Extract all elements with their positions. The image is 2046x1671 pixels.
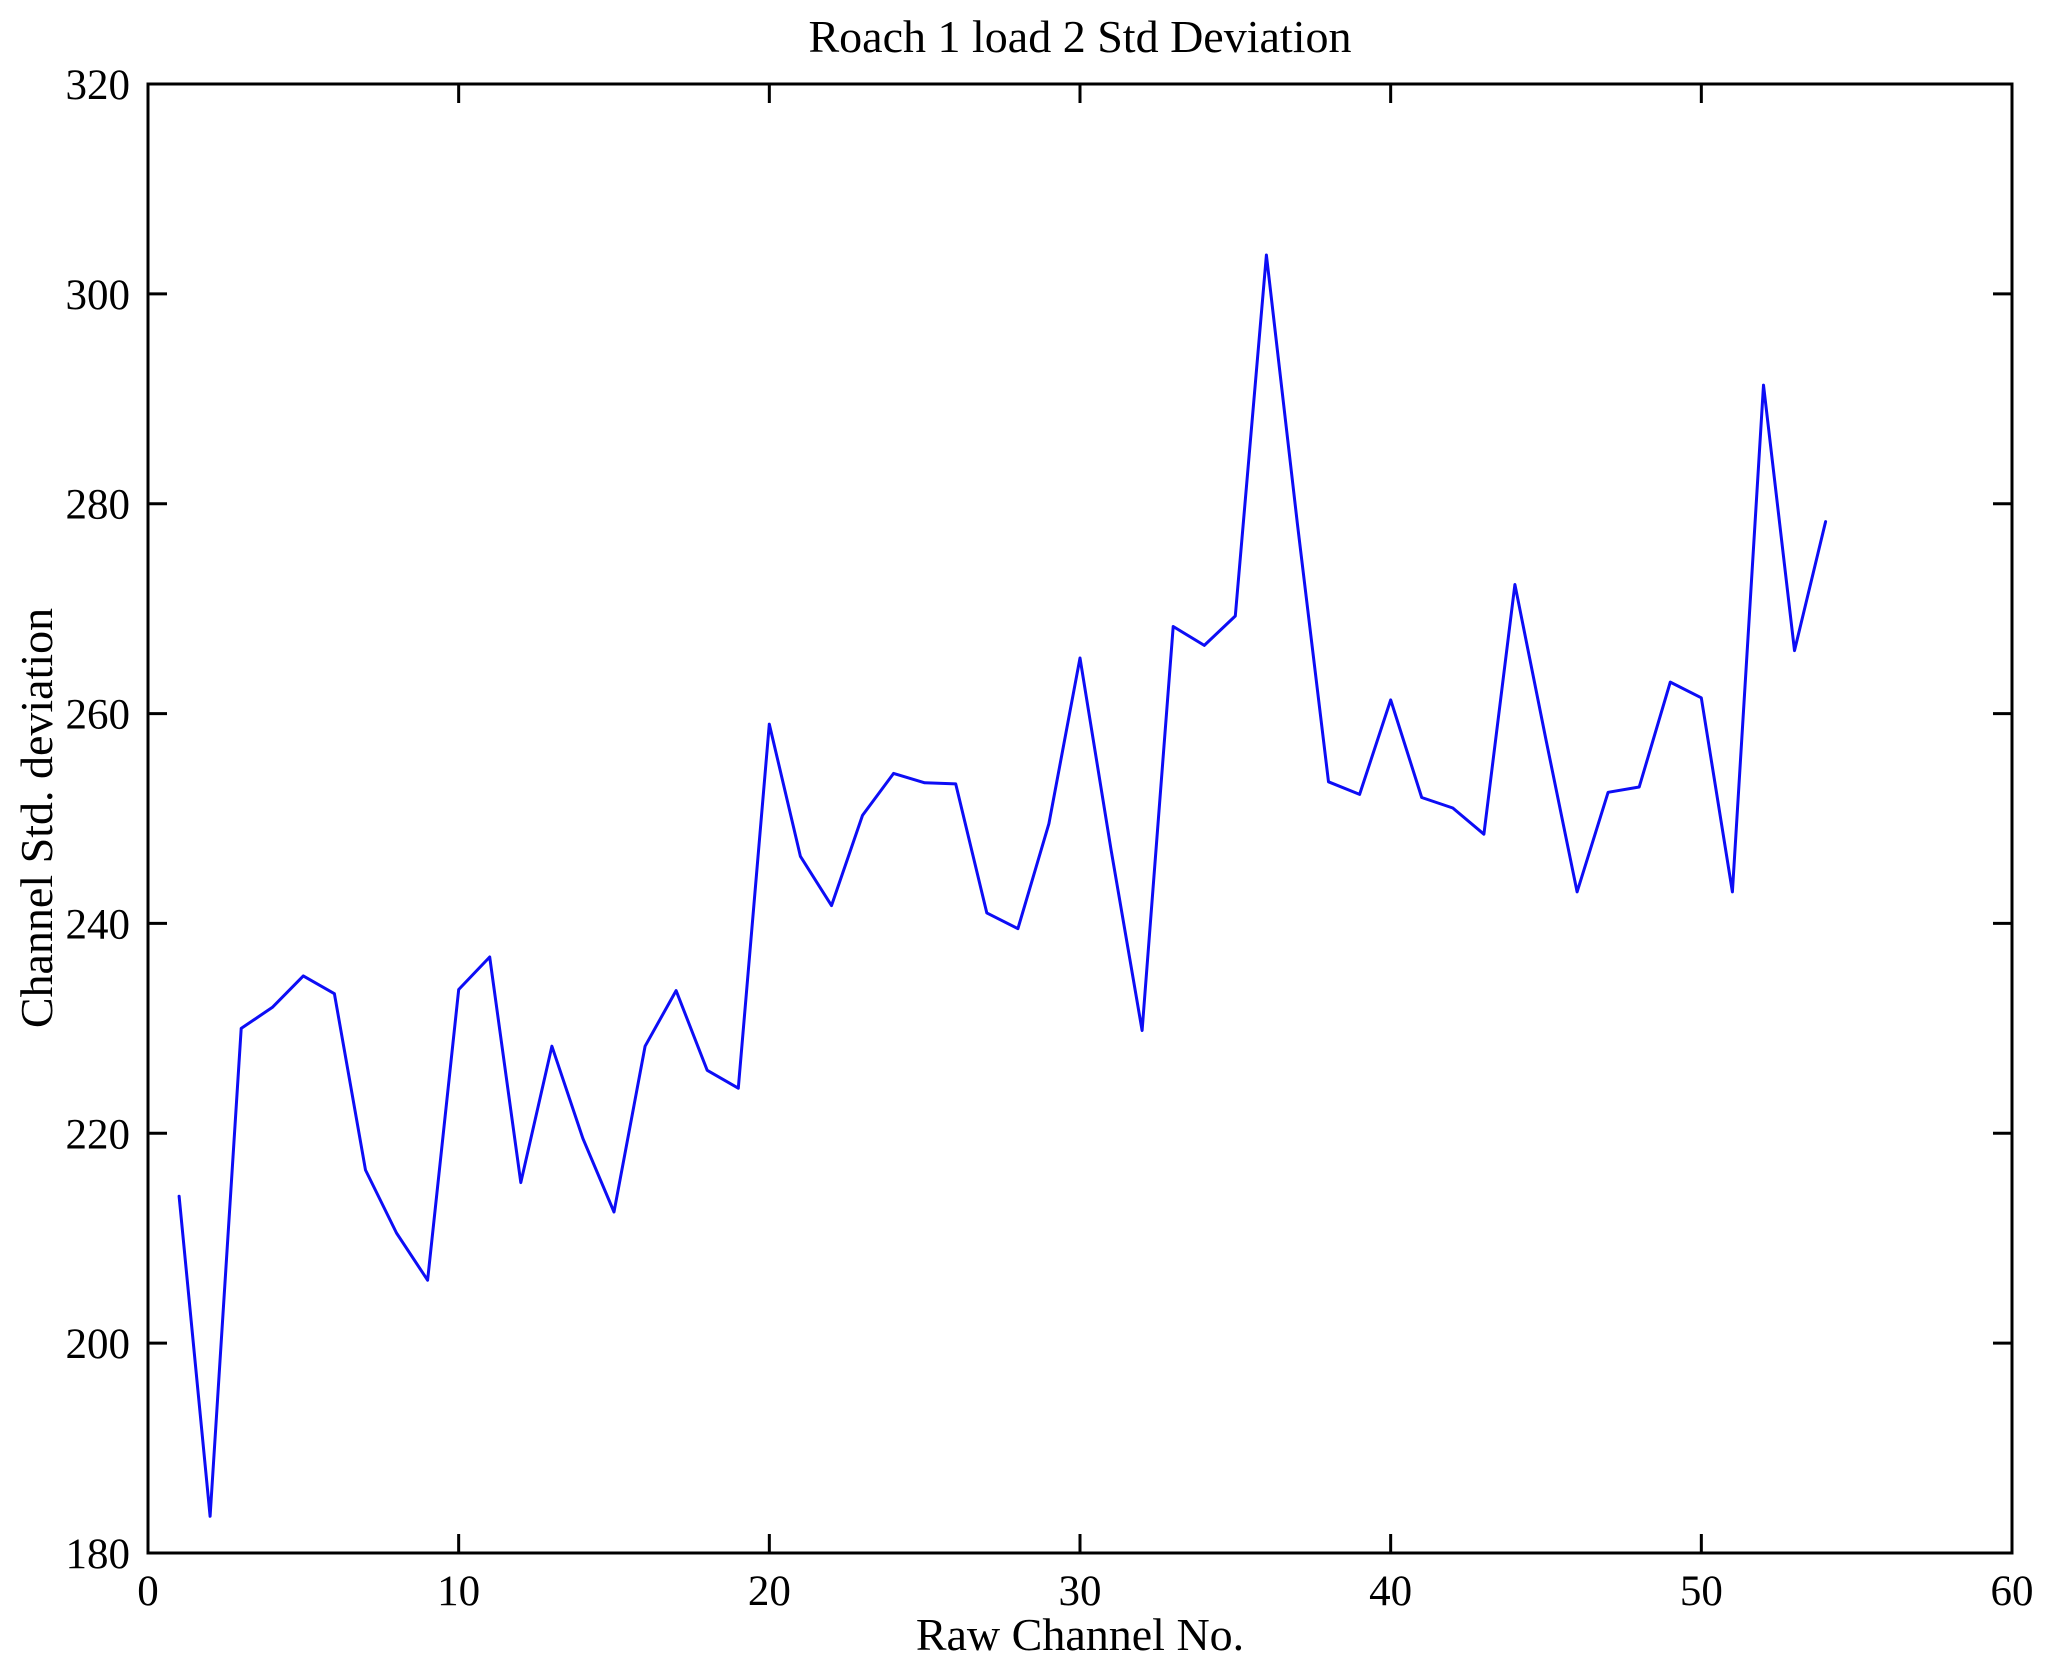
x-tick-label: 20 — [748, 1568, 791, 1615]
y-tick-label: 260 — [66, 692, 131, 739]
x-tick-label: 60 — [1991, 1568, 2034, 1615]
x-tick-label: 30 — [1059, 1568, 1102, 1615]
y-tick-label: 180 — [66, 1531, 131, 1578]
chart-title: Roach 1 load 2 Std Deviation — [808, 11, 1352, 62]
y-tick-label: 200 — [66, 1321, 131, 1368]
y-tick-label: 320 — [66, 62, 131, 109]
axes-box — [146, 82, 2014, 1555]
y-tick-label: 220 — [66, 1111, 131, 1158]
y-tick-label: 240 — [66, 901, 131, 948]
x-tick-label: 40 — [1369, 1568, 1412, 1615]
x-tick-label: 0 — [137, 1568, 159, 1615]
x-axis-label: Raw Channel No. — [915, 1609, 1245, 1660]
y-tick-label: 300 — [66, 272, 131, 319]
series-line-channel-std-deviation — [177, 253, 1828, 1518]
x-tick-label: 10 — [437, 1568, 480, 1615]
y-tick-label: 280 — [66, 482, 131, 529]
x-tick-label: 50 — [1680, 1568, 1723, 1615]
